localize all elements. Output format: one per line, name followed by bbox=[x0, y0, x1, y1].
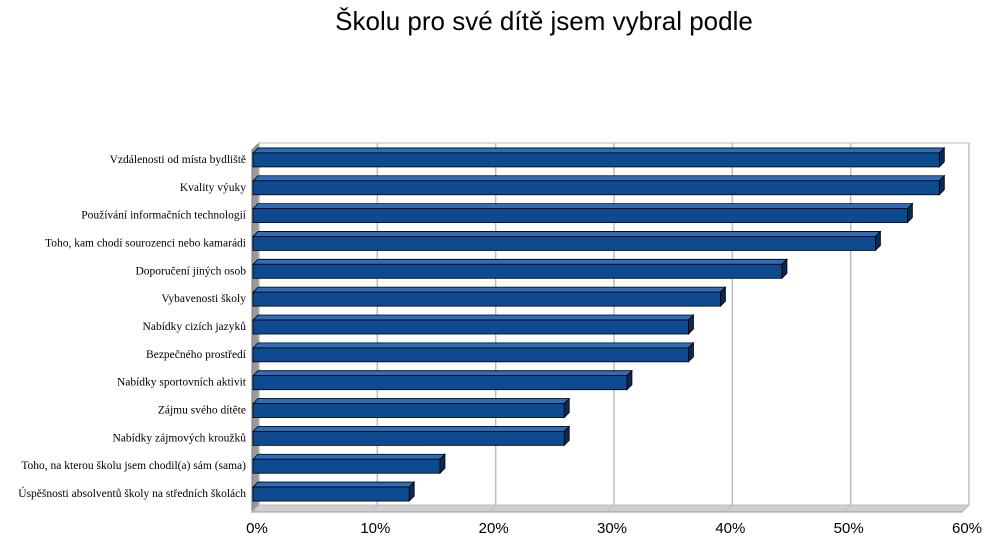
bar-top bbox=[252, 481, 416, 488]
category-label: Vybavenosti školy bbox=[161, 293, 246, 305]
bar bbox=[252, 236, 876, 251]
gridline-floor bbox=[488, 504, 497, 513]
chart-title: Školu pro své dítě jsem vybral podle bbox=[335, 6, 753, 36]
bar bbox=[252, 486, 410, 502]
category-label: Toho, na kterou školu jsem chodil(a) sám… bbox=[21, 460, 246, 472]
bar-top bbox=[252, 314, 695, 321]
bar bbox=[252, 319, 689, 335]
category-label: Nabídky sportovních aktivit bbox=[117, 377, 247, 389]
bar-top bbox=[252, 370, 633, 377]
bar-top bbox=[252, 425, 571, 432]
bar bbox=[252, 347, 689, 363]
x-tick-label: 20% bbox=[479, 520, 509, 537]
bar bbox=[252, 291, 721, 307]
category-label: Doporučení jiných osob bbox=[135, 265, 246, 277]
bars bbox=[252, 146, 946, 503]
bar bbox=[252, 263, 783, 279]
gridline-floor bbox=[251, 504, 260, 513]
gridline-floor bbox=[369, 504, 378, 513]
bar bbox=[252, 152, 940, 168]
bar-top bbox=[252, 286, 727, 293]
x-tick-labels: 0% 10% 20% 30% 40% 50% 60% bbox=[246, 520, 982, 537]
category-label: Nabídky zájmových kroužků bbox=[113, 431, 247, 444]
category-labels: Vzdálenosti od místa bydliště Kvality výu… bbox=[18, 154, 247, 500]
bar-top bbox=[252, 342, 695, 349]
x-tick-label: 10% bbox=[360, 520, 390, 537]
category-label: Kvality výuky bbox=[180, 182, 246, 194]
bar bbox=[252, 180, 940, 196]
bar bbox=[252, 458, 441, 474]
x-tick-label: 0% bbox=[246, 520, 268, 537]
bar-top bbox=[252, 453, 446, 460]
bar-top bbox=[252, 398, 571, 404]
bar-top bbox=[252, 231, 882, 237]
gridline-floor bbox=[724, 504, 733, 513]
category-label: Používání informačních technologií bbox=[81, 210, 247, 222]
category-label: Toho, kam chodí sourozenci nebo kamarádi bbox=[45, 237, 246, 249]
bar bbox=[252, 403, 565, 418]
x-tick-label: 30% bbox=[597, 520, 627, 537]
category-label: Nabídky cizích jazyků bbox=[143, 320, 247, 333]
gridline-floor bbox=[961, 504, 970, 513]
bar bbox=[252, 430, 565, 446]
category-label: Zájmu svého dítěte bbox=[158, 405, 246, 417]
bar-top bbox=[252, 203, 914, 210]
x-tick-label: 40% bbox=[715, 520, 745, 537]
bar bbox=[252, 375, 628, 391]
bar-top bbox=[252, 175, 946, 182]
category-label: Úspěšnosti absolventů školy na středních… bbox=[18, 486, 246, 500]
x-tick-label: 60% bbox=[952, 520, 982, 537]
bar-top bbox=[252, 258, 788, 265]
gridline-floor bbox=[843, 504, 852, 513]
gridline-floor bbox=[606, 504, 615, 513]
x-tick-label: 50% bbox=[834, 520, 864, 537]
bar bbox=[252, 208, 908, 224]
bar-top bbox=[252, 147, 946, 154]
category-label: Vzdálenosti od místa bydliště bbox=[110, 154, 246, 166]
category-label: Bezpečného prostředí bbox=[146, 349, 247, 361]
